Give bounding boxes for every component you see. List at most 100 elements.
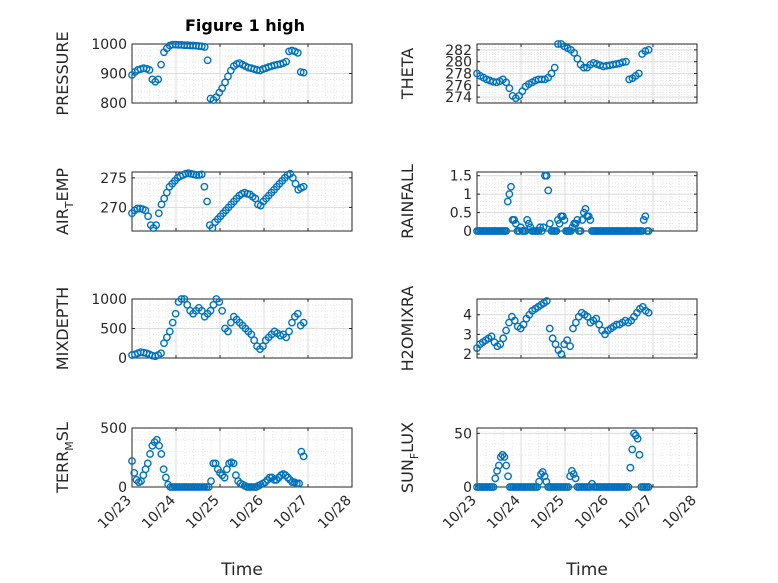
- figure-title: Figure 1 high: [185, 16, 305, 35]
- data-point: [641, 212, 650, 221]
- data-point: [154, 75, 163, 84]
- axes-frame: [476, 171, 698, 232]
- data-point: [155, 441, 163, 450]
- y-axis-label: TERRMSL: [53, 422, 76, 494]
- data-point: [220, 473, 229, 482]
- data-point: [524, 219, 533, 228]
- data-point: [503, 197, 512, 206]
- data-point: [569, 470, 578, 479]
- data-point: [299, 68, 308, 77]
- data-point: [496, 340, 505, 349]
- data-point: [554, 40, 562, 48]
- data-point: [200, 182, 209, 191]
- data-point: [128, 457, 136, 465]
- data-point: [571, 318, 580, 327]
- data-point: [626, 463, 635, 472]
- y-tick-label: 282: [445, 43, 472, 59]
- data-point: [505, 190, 514, 199]
- data-point: [639, 216, 648, 224]
- data-point: [624, 483, 633, 491]
- data-point: [489, 483, 498, 491]
- data-point: [154, 209, 163, 218]
- data-point: [183, 300, 192, 309]
- y-tick-label: 1.5: [450, 169, 472, 185]
- y-tick-label: 4: [463, 308, 472, 324]
- y-axis-label: PRESSURE: [53, 31, 72, 115]
- rainfall-axes: 0 0.5 1 1.5 RAINFALL: [398, 164, 698, 240]
- data-point: [644, 227, 653, 235]
- data-point: [250, 483, 258, 491]
- data-point: [499, 334, 508, 343]
- data-point: [299, 318, 308, 327]
- data-point: [537, 227, 546, 235]
- data-point: [510, 316, 519, 325]
- data-point: [563, 336, 572, 345]
- x-axis-label: Time: [565, 560, 608, 580]
- data-point: [557, 350, 566, 358]
- data-point: [216, 468, 224, 477]
- data-point: [272, 476, 281, 484]
- data-point: [628, 445, 637, 454]
- data-point: [180, 295, 189, 303]
- data-point: [130, 468, 139, 477]
- data-point: [551, 340, 560, 349]
- data-point: [163, 333, 171, 342]
- data-point: [544, 186, 553, 195]
- data-point: [203, 56, 212, 65]
- data-point: [221, 78, 229, 87]
- data-point: [202, 483, 211, 491]
- data-point: [261, 478, 270, 487]
- data-point: [538, 468, 547, 476]
- data-point: [505, 84, 514, 93]
- y-tick-label: 1: [463, 187, 472, 203]
- data-point: [145, 66, 154, 74]
- data-point: [293, 309, 302, 318]
- data-point: [206, 306, 215, 315]
- data-point: [644, 483, 653, 491]
- data-point: [159, 465, 168, 474]
- data-point: [592, 314, 601, 323]
- data-point: [288, 318, 296, 327]
- y-axis-label: H2OMIXRA: [398, 286, 417, 372]
- data-point: [491, 474, 500, 483]
- y-tick-label: 1000: [91, 292, 127, 308]
- data-point: [218, 471, 227, 480]
- y-tick-label: 274: [445, 90, 472, 106]
- data-point: [581, 204, 590, 213]
- y-axis-label: RAINFALL: [398, 164, 417, 239]
- air-temp-axes: 270 275 AIRTEMP: [53, 168, 353, 235]
- data-point: [215, 298, 224, 306]
- data-point: [487, 332, 496, 341]
- data-point: [133, 204, 142, 213]
- data-point: [197, 42, 206, 51]
- data-point: [545, 219, 554, 228]
- data-point: [157, 450, 166, 458]
- data-point: [635, 450, 644, 459]
- plot-area: [132, 428, 352, 487]
- data-point: [502, 78, 511, 87]
- data-point: [161, 473, 170, 482]
- data-point: [510, 216, 519, 224]
- data-point: [573, 216, 582, 224]
- axes-frame: [476, 298, 698, 359]
- data-point: [569, 324, 577, 333]
- data-point: [209, 459, 218, 468]
- y-tick-label: 0: [463, 480, 472, 496]
- data-point: [177, 295, 186, 303]
- y-axis-label: AIRTEMP: [53, 168, 76, 235]
- data-point: [552, 227, 561, 235]
- data-point: [171, 309, 180, 318]
- data-point: [573, 54, 582, 63]
- y-tick-label: 278: [445, 67, 472, 83]
- data-point: [583, 312, 592, 321]
- y-axis-label: MIXDEPTH: [53, 287, 72, 370]
- y-tick-label: 0: [118, 480, 127, 496]
- data-point: [566, 342, 574, 351]
- data-point: [200, 483, 209, 491]
- data-point: [496, 453, 505, 461]
- data-point: [618, 58, 627, 67]
- data-point: [634, 69, 643, 78]
- data-point: [224, 72, 232, 81]
- data-point: [258, 342, 267, 351]
- data-point: [502, 227, 511, 235]
